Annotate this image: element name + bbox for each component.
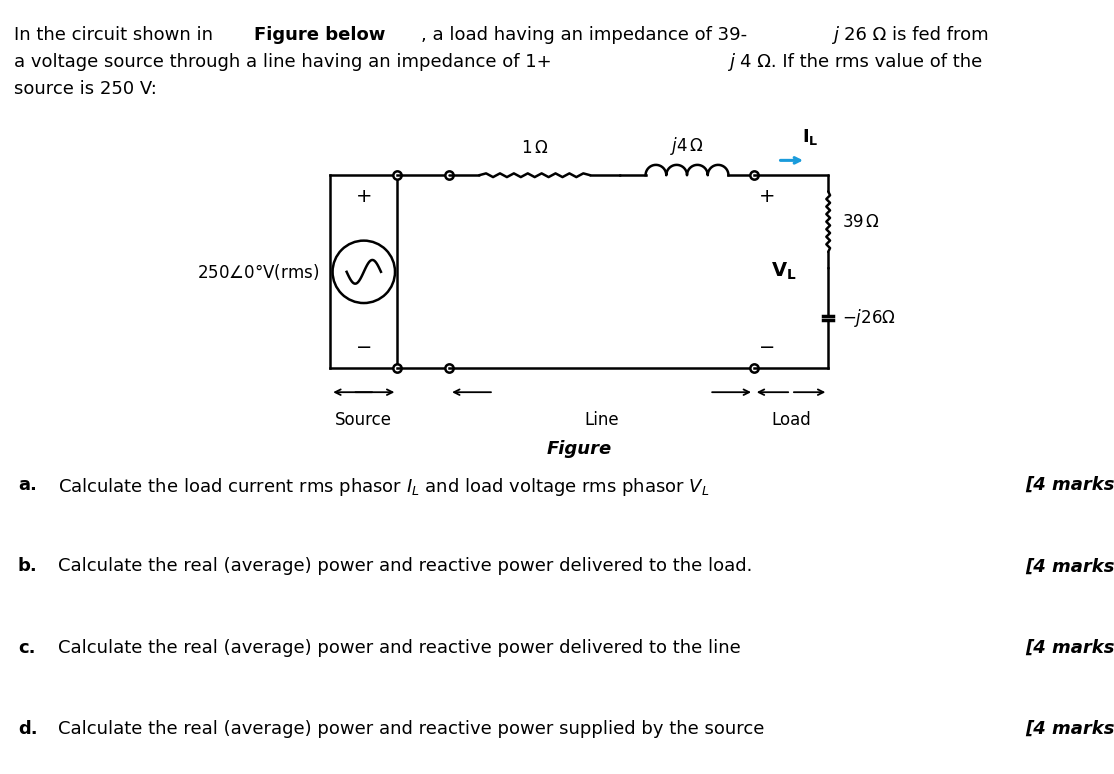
Text: +: +: [759, 187, 775, 206]
Text: 1$\,\Omega$: 1$\,\Omega$: [521, 139, 548, 156]
Text: 39$\,\Omega$: 39$\,\Omega$: [841, 213, 880, 231]
Text: Figure below: Figure below: [254, 26, 385, 44]
Text: −: −: [759, 338, 775, 357]
Text: b.: b.: [18, 557, 38, 575]
Text: 250$\angle$0°V(rms): 250$\angle$0°V(rms): [197, 262, 320, 282]
Text: $\mathbf{V_L}$: $\mathbf{V_L}$: [771, 261, 797, 283]
Text: Calculate the real (average) power and reactive power supplied by the source: Calculate the real (average) power and r…: [58, 720, 764, 738]
Text: Figure: Figure: [547, 440, 612, 458]
Text: $j$4$\,\Omega$: $j$4$\,\Omega$: [670, 135, 704, 156]
Text: [4 marks]: [4 marks]: [1025, 557, 1114, 575]
Text: $-j$26$\Omega$: $-j$26$\Omega$: [841, 307, 896, 329]
Text: d.: d.: [18, 720, 38, 738]
Text: c.: c.: [18, 639, 36, 656]
Text: [4 marks]: [4 marks]: [1025, 639, 1114, 656]
Text: a voltage source through a line having an impedance of 1+: a voltage source through a line having a…: [14, 53, 553, 70]
Text: [4 marks]: [4 marks]: [1025, 476, 1114, 494]
Text: In the circuit shown in: In the circuit shown in: [14, 26, 219, 44]
Text: 4 Ω. If the rms value of the: 4 Ω. If the rms value of the: [740, 53, 981, 70]
Text: Calculate the real (average) power and reactive power delivered to the line: Calculate the real (average) power and r…: [58, 639, 741, 656]
Text: j: j: [729, 53, 733, 70]
Text: Source: Source: [335, 411, 392, 429]
Text: , a load having an impedance of 39-: , a load having an impedance of 39-: [421, 26, 747, 44]
Text: 26 Ω is fed from: 26 Ω is fed from: [844, 26, 989, 44]
Text: −: −: [355, 338, 372, 357]
Text: Calculate the real (average) power and reactive power delivered to the load.: Calculate the real (average) power and r…: [58, 557, 752, 575]
Text: $\mathbf{I_L}$: $\mathbf{I_L}$: [802, 127, 819, 147]
Text: source is 250 V:: source is 250 V:: [14, 80, 157, 98]
Text: a.: a.: [18, 476, 37, 494]
Text: Load: Load: [771, 411, 811, 429]
Text: Calculate the load current rms phasor $I_L$ and load voltage rms phasor $V_L$: Calculate the load current rms phasor $I…: [58, 476, 710, 498]
Text: Line: Line: [584, 411, 619, 429]
Text: +: +: [355, 187, 372, 206]
Text: [4 marks]: [4 marks]: [1025, 720, 1114, 738]
Text: j: j: [833, 26, 838, 44]
